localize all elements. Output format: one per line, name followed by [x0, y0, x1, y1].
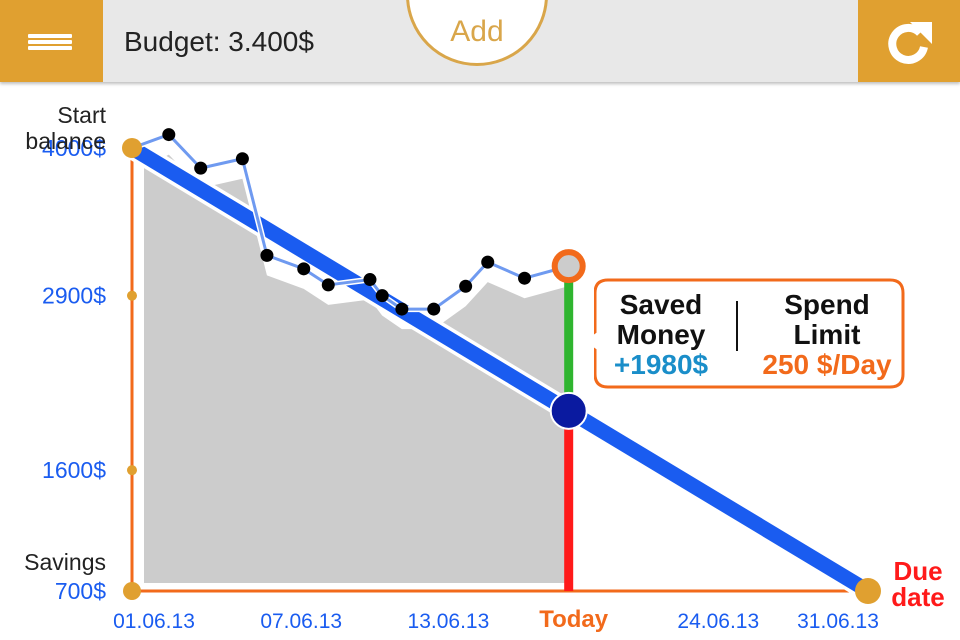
plan-line [128, 141, 872, 598]
top-bar: Budget: 3.400$ [0, 0, 960, 82]
saved-money-value: +1980$ [613, 349, 709, 380]
y-tick-label: 700$ [55, 578, 106, 604]
limit-line1: Spend [784, 289, 870, 320]
actual-point [297, 262, 311, 276]
x-tick-label: 24.06.13 [677, 610, 759, 633]
start-balance-label: Start balance [10, 102, 106, 154]
x-tick-label: 31.06.13 [797, 610, 879, 633]
actual-point [321, 278, 335, 292]
saved-line1: Saved [619, 289, 703, 320]
y-tick-mark [127, 290, 137, 301]
savings-label: Savings [24, 549, 106, 575]
menu-button[interactable] [0, 0, 103, 82]
saved-line2: Money [616, 319, 706, 350]
y-tick-label: 4000$ [42, 135, 106, 161]
actual-point [518, 271, 532, 285]
actual-point [235, 152, 249, 166]
due-label-line2: date [891, 582, 944, 612]
callout-frame [594, 278, 905, 389]
origin-marker [123, 582, 141, 600]
actual-point [194, 161, 208, 175]
start-balance-marker [122, 138, 142, 158]
actual-point [363, 273, 377, 287]
saved-money-label: Saved Money [602, 290, 720, 350]
x-tick-label: 07.06.13 [260, 610, 342, 633]
limit-line2: Limit [793, 319, 861, 350]
due-label-line1: Due [893, 556, 942, 586]
y-tick-label: 1600$ [42, 457, 106, 483]
refresh-icon [888, 22, 932, 64]
due-date-marker [855, 578, 881, 604]
budget-title: Budget: 3.400$ [124, 26, 314, 57]
actual-point [459, 279, 473, 293]
actual-point [481, 255, 495, 269]
start-label-line1: Start [57, 102, 106, 128]
spend-limit-value: 250 $/Day [762, 349, 892, 380]
y-tick-mark [127, 465, 137, 476]
x-tick-label: 13.06.13 [408, 610, 490, 633]
actual-point [162, 128, 176, 142]
actual-point [427, 302, 441, 316]
start-label-line2: balance [25, 128, 106, 154]
actual-point [395, 302, 409, 316]
refresh-button[interactable] [858, 0, 960, 82]
spend-limit-label: Spend Limit [744, 290, 910, 350]
today-balance-marker [551, 249, 586, 284]
actual-point [260, 248, 274, 262]
summary-callout: Saved Money +1980$ Spend Limit 250 $/Day [594, 277, 906, 390]
add-button-label: Add [450, 15, 504, 48]
today-label: Today [539, 606, 609, 633]
actual-point [375, 289, 389, 303]
spending-area [144, 154, 569, 584]
x-tick-label: 01.06.13 [113, 610, 195, 633]
y-tick-label: 2900$ [42, 283, 106, 309]
today-plan-marker [549, 391, 588, 430]
